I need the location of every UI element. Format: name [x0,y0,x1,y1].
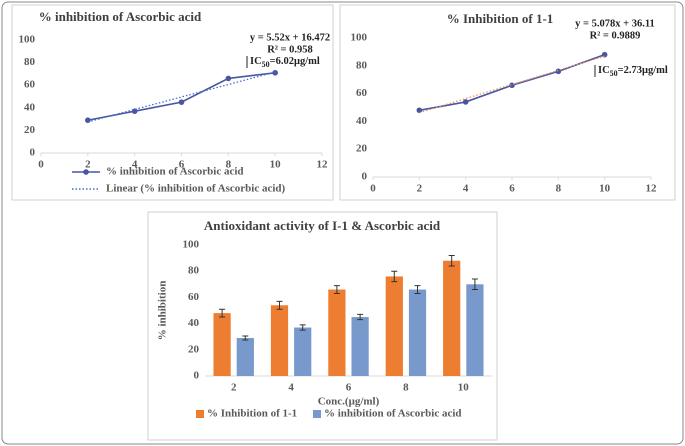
r-squared: R² = 0.958 [267,44,313,55]
error-bar [414,285,421,294]
y-tick-label: 0 [30,147,36,159]
y-tick-label: 80 [24,56,36,68]
x-tick-label: 10 [270,159,282,171]
ic50-subscript: 50 [610,69,618,78]
bar [408,289,427,376]
ic50-prefix: IC [598,65,610,76]
x-tick-label: 10 [458,382,470,394]
x-tick-label: 12 [317,159,329,171]
y-tick-label: 100 [183,239,200,251]
trend-line [87,71,276,123]
y-tick-label: 80 [356,59,368,71]
bar [351,317,369,376]
x-tick-label: 12 [646,183,658,195]
bar [443,260,461,376]
x-tick-label: 6 [346,382,352,394]
error-bar [357,313,364,321]
x-tick-label: 0 [38,159,44,171]
y-axis-label: % inhibition [157,281,169,341]
data-point [555,68,562,75]
data-point [178,99,185,105]
y-tick-label: 100 [351,32,368,44]
error-bar [333,285,340,294]
equation: y = 5.52x + 16.472 [250,32,330,43]
y-tick-label: 80 [188,265,200,277]
data-point [131,108,138,114]
bar [466,284,484,376]
y-tick-label: 40 [356,115,368,127]
legend-swatch [313,410,321,418]
chart-panel [147,211,498,441]
legend-marker [83,169,89,175]
error-bar [276,300,283,310]
ic50-value: =2.73μg/ml [618,65,668,76]
x-tick-label: 4 [463,183,469,195]
error-bar [448,254,455,267]
bar [294,327,312,376]
data-point [272,69,278,76]
x-tick-label: 2 [85,159,91,171]
r-squared: R² = 0.9889 [590,30,641,41]
data-point [85,117,91,124]
y-tick-label: 40 [188,317,200,329]
x-tick-label: 2 [417,183,423,195]
data-point [601,51,608,58]
bar [236,338,254,376]
legend-label: Linear (% inhibition of Ascorbic acid) [106,183,286,195]
x-tick-label: 8 [556,183,562,195]
y-tick-label: 60 [24,79,36,91]
error-bar [471,278,478,291]
legend-swatch [196,410,204,418]
x-axis-label: Conc.(μg/ml) [318,396,380,408]
equation: y = 5.078x + 36.11 [575,18,655,29]
ic50-label: IC50=6.02μg/ml [250,56,320,68]
error-bar [219,308,226,318]
chart-panel [339,4,676,201]
x-tick-label: 0 [370,183,376,195]
error-bar [242,335,249,341]
y-tick-label: 100 [19,34,36,46]
y-tick-label: 0 [362,171,368,183]
x-tick-label: 8 [403,382,409,394]
data-point [462,99,469,105]
error-bar [299,324,306,331]
y-tick-label: 20 [24,124,36,136]
trend-line [419,55,605,114]
chart-title: Antioxidant activity of I-1 & Ascorbic a… [204,218,441,233]
ic50-value: =6.02μg/ml [270,56,320,67]
x-tick-label: 4 [132,159,138,171]
x-tick-label: 6 [179,159,185,171]
legend-label: % inhibition of Ascorbic acid [324,408,462,420]
x-tick-label: 10 [599,183,611,195]
y-tick-label: 0 [194,370,200,382]
x-tick-label: 6 [509,183,515,195]
chart-title: % Inhibition of 1-1 [447,11,554,26]
ic50-label: IC50=2.73μg/ml [598,65,668,77]
chart-panel [11,4,334,201]
y-tick-label: 20 [356,143,368,155]
bar [213,313,231,376]
y-tick-label: 20 [188,343,200,355]
x-tick-label: 2 [231,382,237,394]
y-tick-label: 40 [24,101,36,113]
y-tick-label: 60 [188,291,200,303]
data-point [225,75,232,82]
bar [328,289,346,376]
x-tick-label: 8 [226,159,232,171]
ic50-subscript: 50 [262,60,270,69]
y-tick-label: 60 [356,87,368,99]
x-tick-label: 4 [288,382,294,394]
ic50-prefix: IC [250,56,262,67]
legend-label: % Inhibition of 1-1 [207,408,297,420]
data-point [416,107,423,114]
chart-title: % inhibition of Ascorbic acid [39,9,202,24]
bar [385,276,403,376]
error-bar [391,270,398,283]
legend-label: % inhibition of Ascorbic acid [106,166,244,178]
bar [270,305,289,376]
